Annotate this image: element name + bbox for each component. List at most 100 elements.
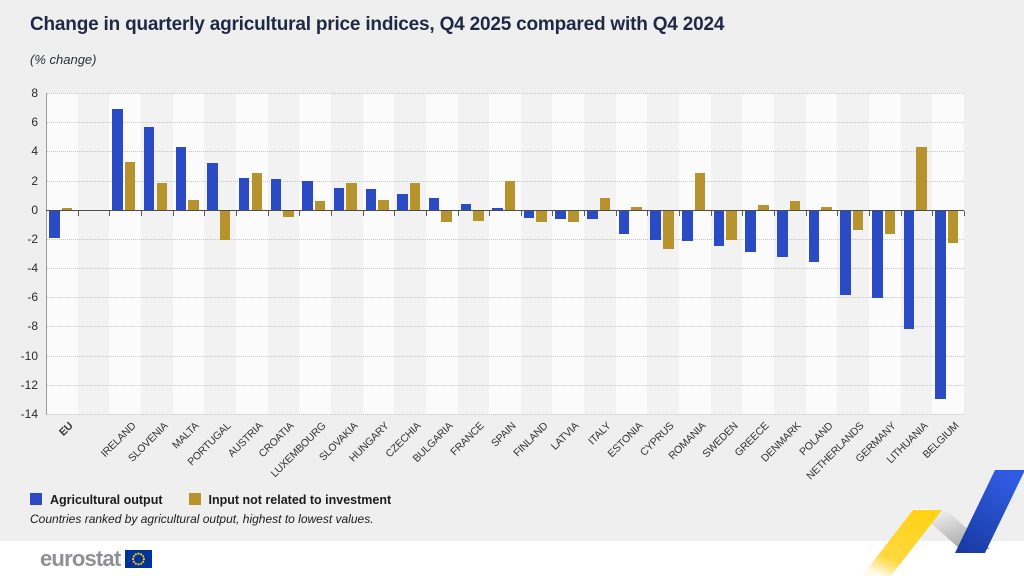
column-band (489, 93, 521, 414)
column-band (552, 93, 585, 414)
bar-input-croatia (283, 210, 294, 217)
y-tick-label: 0 (31, 202, 38, 217)
gridline (46, 414, 964, 415)
bar-agricultural-output-romania (682, 210, 693, 242)
eu-flag-icon (125, 550, 153, 568)
chart-footnote: Countries ranked by agricultural output,… (30, 512, 374, 526)
column-band (204, 93, 236, 414)
x-axis-tick (900, 210, 902, 216)
column-band (425, 93, 458, 414)
footer-bar (0, 541, 1024, 576)
gridline (46, 122, 964, 124)
bar-input-romania (694, 173, 706, 210)
bar-agricultural-output-malta (175, 146, 187, 210)
gridline (46, 93, 964, 94)
legend-label-agricultural-output: Agricultural output (50, 493, 163, 507)
bar-agricultural-output-latvia (555, 210, 566, 220)
x-axis-tick (267, 210, 269, 216)
bar-input-slovakia (346, 183, 357, 210)
x-axis-tick (330, 210, 332, 216)
bar-agricultural-output-eu (49, 210, 60, 239)
legend-swatch-input-not-related-to-investment (188, 493, 201, 505)
y-tick-label: -12 (20, 377, 38, 392)
bar-input-greece (758, 205, 769, 210)
column-band (172, 93, 205, 414)
bar-agricultural-output-estonia (618, 210, 630, 235)
bar-input-lithuania (916, 146, 927, 210)
y-tick-label: 8 (31, 86, 38, 100)
bar-input-austria (251, 173, 263, 210)
column-band (267, 93, 300, 414)
x-axis-tick (647, 210, 649, 216)
x-axis-tick (774, 210, 776, 216)
bar-input-spain (504, 180, 516, 210)
x-axis-tick (362, 210, 364, 216)
bar-agricultural-output-belgium (935, 210, 946, 399)
x-axis-tick (584, 210, 586, 216)
y-tick-label: 6 (31, 115, 38, 130)
bar-agricultural-output-slovenia (143, 126, 155, 210)
x-axis-tick (805, 210, 807, 216)
eurostat-logo: eurostat (40, 546, 153, 572)
y-tick-label: -6 (27, 290, 38, 305)
ribbon-yellow-segment (862, 510, 942, 576)
bar-agricultural-output-luxembourg (302, 180, 313, 210)
bar-agricultural-output-czechia (397, 193, 408, 210)
bar-input-malta (188, 199, 199, 210)
x-axis-tick (204, 210, 206, 216)
bar-agricultural-output-spain (492, 208, 503, 210)
gridline (46, 326, 964, 328)
y-tick-label: 4 (31, 144, 38, 159)
bar-input-latvia (568, 210, 579, 223)
bar-agricultural-output-austria (238, 177, 250, 210)
column-band (362, 93, 395, 414)
bar-agricultural-output-netherlands (840, 210, 851, 296)
x-axis-tick (520, 210, 522, 216)
bar-input-cyprus (663, 210, 674, 249)
gridline (46, 268, 964, 270)
x-axis-tick (615, 210, 617, 216)
legend-swatch-agricultural-output (30, 493, 42, 505)
bar-input-denmark (789, 200, 801, 210)
y-tick-label: -8 (27, 319, 38, 334)
column-band (46, 93, 78, 414)
x-axis-tick (299, 210, 301, 216)
x-axis-tick (109, 210, 111, 216)
x-axis-tick (77, 210, 79, 216)
page-title: Change in quarterly agricultural price i… (30, 14, 725, 35)
column-band (584, 93, 616, 414)
bar-agricultural-output-italy (587, 210, 598, 220)
bar-input-italy (599, 198, 611, 210)
x-axis-tick (742, 210, 744, 216)
eurostat-logo-text: eurostat (40, 546, 121, 571)
bar-agricultural-output-slovakia (333, 187, 345, 210)
column-band (299, 93, 331, 414)
bar-agricultural-output-france (460, 203, 472, 210)
bar-agricultural-output-portugal (207, 163, 218, 210)
bar-input-luxembourg (314, 200, 326, 210)
bar-agricultural-output-sweden (713, 210, 725, 246)
y-axis-line (46, 93, 47, 414)
gridline (46, 151, 964, 153)
y-tick-label: -14 (20, 407, 38, 421)
column-band (679, 93, 711, 414)
y-tick-label: -10 (20, 348, 38, 363)
x-axis-tick (425, 210, 427, 216)
column-band (520, 93, 553, 414)
gridline (46, 238, 964, 240)
bar-input-estonia (631, 206, 642, 210)
column-band (647, 93, 680, 414)
column-band (457, 93, 490, 414)
x-axis-tick (552, 210, 554, 216)
bar-input-slovenia (156, 183, 168, 210)
bar-input-czechia (409, 183, 421, 210)
chart-legend: Agricultural output Input not related to … (30, 493, 417, 507)
bar-input-finland (536, 210, 547, 223)
bar-agricultural-output-finland (523, 210, 535, 218)
gridline (46, 384, 964, 386)
x-axis-tick (457, 210, 459, 216)
bar-input-ireland (124, 161, 136, 210)
bar-agricultural-output-lithuania (903, 210, 915, 329)
column-band (77, 93, 110, 414)
